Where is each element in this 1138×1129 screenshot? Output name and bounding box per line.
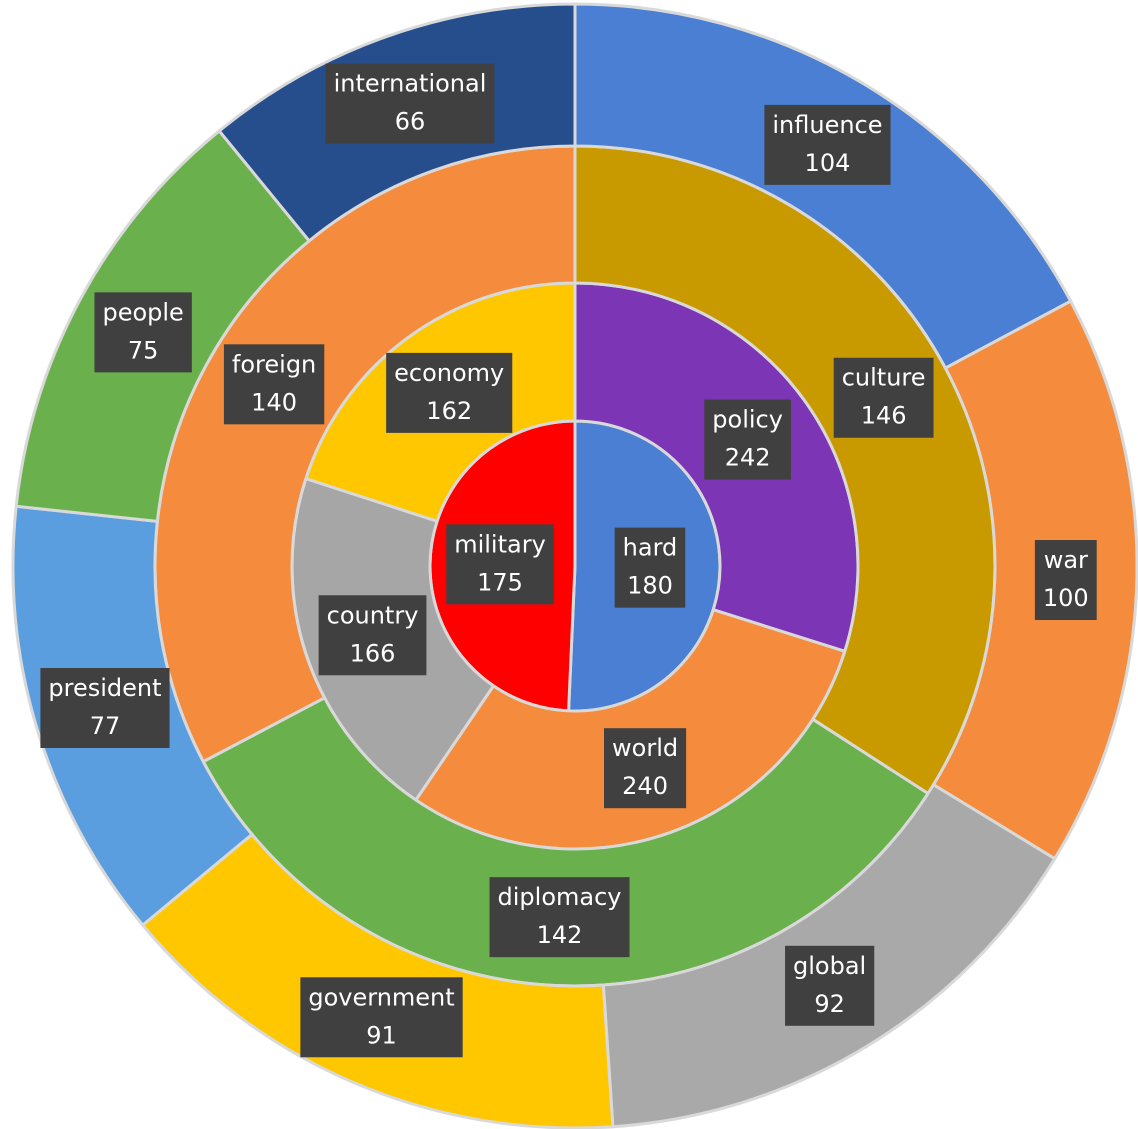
data-label: military 175 bbox=[446, 524, 554, 605]
label-value: 91 bbox=[366, 1021, 397, 1049]
label-name: economy bbox=[394, 359, 504, 387]
data-label: policy 242 bbox=[704, 399, 791, 480]
label-value: 142 bbox=[537, 921, 583, 949]
label-value: 146 bbox=[861, 402, 907, 430]
data-label: government 91 bbox=[300, 977, 463, 1058]
label-value: 166 bbox=[350, 639, 396, 667]
data-label: president 77 bbox=[40, 667, 170, 748]
label-name: diplomacy bbox=[498, 883, 622, 911]
data-label: influence 104 bbox=[764, 104, 891, 185]
label-box bbox=[318, 595, 427, 676]
label-box bbox=[833, 357, 934, 438]
label-box bbox=[604, 728, 687, 809]
label-value: 75 bbox=[128, 336, 159, 364]
label-value: 180 bbox=[627, 572, 673, 600]
label-box bbox=[704, 399, 791, 480]
label-name: foreign bbox=[232, 350, 316, 378]
label-box bbox=[386, 352, 513, 433]
label-name: president bbox=[48, 674, 161, 702]
data-label: global 92 bbox=[785, 945, 875, 1026]
data-label: culture 146 bbox=[833, 357, 934, 438]
label-name: government bbox=[308, 983, 454, 1011]
label-value: 175 bbox=[477, 568, 523, 596]
label-box bbox=[614, 527, 686, 608]
label-value: 162 bbox=[426, 397, 472, 425]
data-label: war 100 bbox=[1034, 540, 1097, 621]
label-name: war bbox=[1044, 546, 1088, 574]
data-label: foreign 140 bbox=[223, 344, 325, 425]
data-label: hard 180 bbox=[614, 527, 686, 608]
label-value: 66 bbox=[395, 108, 426, 136]
data-label: international 66 bbox=[325, 63, 495, 144]
label-name: country bbox=[327, 601, 419, 629]
label-name: hard bbox=[623, 534, 678, 562]
label-box bbox=[94, 292, 192, 373]
label-box bbox=[785, 945, 875, 1026]
label-value: 104 bbox=[805, 149, 851, 177]
label-box bbox=[1034, 540, 1097, 621]
label-box bbox=[325, 63, 495, 144]
label-value: 240 bbox=[622, 772, 668, 800]
label-box bbox=[223, 344, 325, 425]
label-box bbox=[446, 524, 554, 605]
data-label: economy 162 bbox=[386, 352, 513, 433]
label-value: 140 bbox=[251, 388, 297, 416]
label-box bbox=[764, 104, 891, 185]
label-name: world bbox=[612, 734, 678, 762]
label-box bbox=[300, 977, 463, 1058]
label-name: global bbox=[793, 952, 866, 980]
label-name: influence bbox=[772, 111, 882, 139]
label-name: policy bbox=[712, 406, 783, 434]
label-name: international bbox=[334, 70, 487, 98]
label-box bbox=[40, 667, 170, 748]
data-label: country 166 bbox=[318, 595, 427, 676]
label-name: people bbox=[102, 298, 183, 326]
data-label: world 240 bbox=[604, 728, 687, 809]
label-value: 242 bbox=[725, 444, 771, 472]
data-label: diplomacy 142 bbox=[489, 877, 630, 958]
label-box bbox=[489, 877, 630, 958]
label-value: 77 bbox=[90, 712, 121, 740]
label-name: culture bbox=[842, 364, 926, 392]
label-value: 100 bbox=[1043, 584, 1089, 612]
label-name: military bbox=[454, 530, 546, 558]
data-label: people 75 bbox=[94, 292, 192, 373]
label-value: 92 bbox=[814, 990, 845, 1018]
